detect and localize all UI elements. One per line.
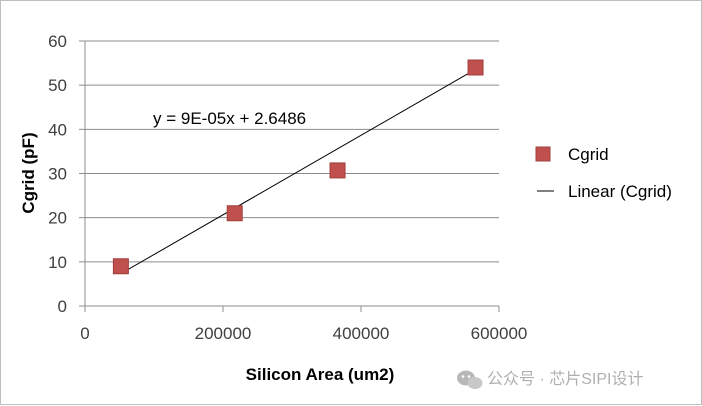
data-point [226,205,243,222]
y-tick-label: 40 [48,120,67,139]
x-tick-label: 0 [80,324,89,343]
x-tick-label: 600000 [471,324,528,343]
y-tick-label: 50 [48,76,67,95]
y-tick-label: 0 [58,297,67,316]
data-point [329,162,346,179]
gridlines [85,40,499,263]
trendline-group [120,68,476,275]
legend-marker-cgrid [535,146,551,162]
wechat-icon [457,370,483,389]
x-axis-title: Silicon Area (um2) [246,365,395,384]
y-tick-label: 20 [48,209,67,228]
y-tick-labels: 0 10 20 30 40 50 60 [48,32,67,316]
legend-label-linear: Linear (Cgrid) [568,182,672,201]
x-tick-label: 200000 [195,324,252,343]
x-tick-labels: 0 200000 400000 600000 [80,324,527,343]
legend: Cgrid Linear (Cgrid) [535,145,672,201]
y-tick-label: 30 [48,165,67,184]
y-axis-title: Cgrid (pF) [19,132,38,213]
x-tick-label: 400000 [333,324,390,343]
data-point [467,59,484,76]
data-points [112,59,484,275]
watermark: 公众号 · 芯片SIPI设计 [457,370,643,389]
watermark-text: 公众号 · 芯片SIPI设计 [487,370,643,388]
data-point [112,258,129,275]
y-tick-label: 10 [48,253,67,272]
legend-label-cgrid: Cgrid [568,145,609,164]
trendline [120,68,476,275]
trendline-equation: y = 9E-05x + 2.6486 [153,109,306,128]
y-tick-label: 60 [48,32,67,51]
axes [79,40,500,312]
